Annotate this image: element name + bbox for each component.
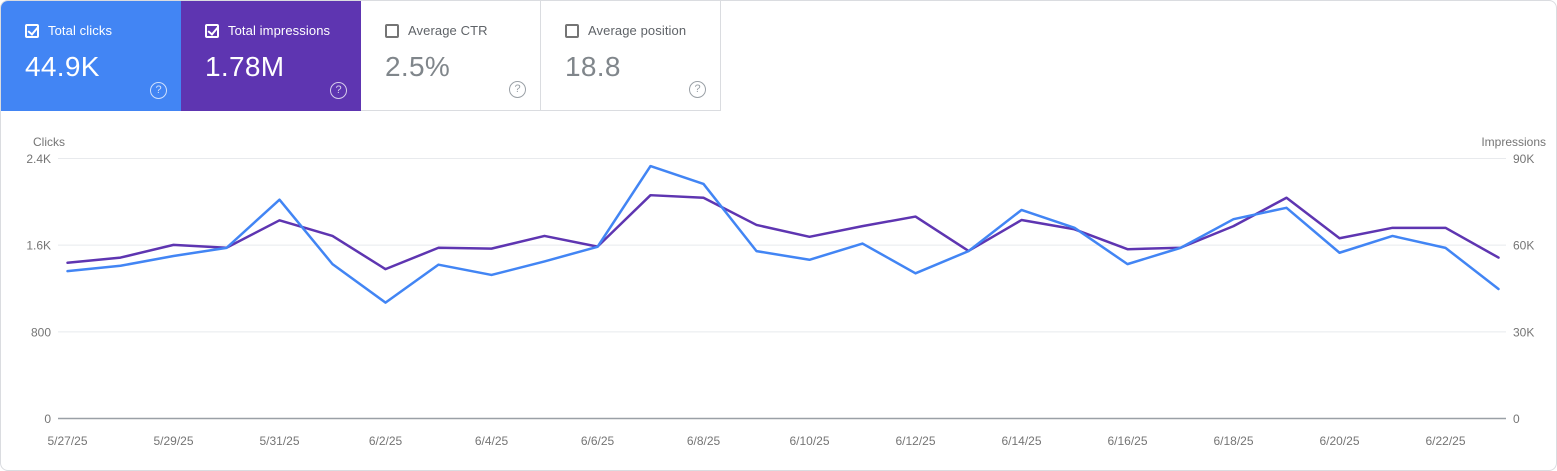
card-average-position-header: Average position bbox=[565, 23, 720, 38]
card-average-ctr[interactable]: Average CTR 2.5% ? bbox=[361, 1, 541, 111]
svg-text:6/16/25: 6/16/25 bbox=[1107, 434, 1147, 448]
average-ctr-checkbox[interactable] bbox=[385, 23, 399, 38]
svg-text:6/6/25: 6/6/25 bbox=[581, 434, 615, 448]
card-average-position[interactable]: Average position 18.8 ? bbox=[541, 1, 721, 111]
help-icon[interactable]: ? bbox=[689, 81, 706, 98]
svg-text:6/10/25: 6/10/25 bbox=[789, 434, 829, 448]
svg-text:60K: 60K bbox=[1513, 239, 1534, 253]
average-position-label: Average position bbox=[588, 23, 687, 38]
card-total-impressions[interactable]: Total impressions 1.78M ? bbox=[181, 1, 361, 111]
help-icon[interactable]: ? bbox=[330, 82, 347, 99]
card-average-ctr-header: Average CTR bbox=[385, 23, 540, 38]
svg-text:6/2/25: 6/2/25 bbox=[369, 434, 403, 448]
svg-text:5/27/25: 5/27/25 bbox=[47, 434, 87, 448]
svg-text:6/8/25: 6/8/25 bbox=[687, 434, 721, 448]
average-position-checkbox[interactable] bbox=[565, 23, 579, 38]
svg-text:6/12/25: 6/12/25 bbox=[895, 434, 935, 448]
svg-text:1.6K: 1.6K bbox=[26, 239, 51, 253]
svg-text:800: 800 bbox=[31, 325, 51, 339]
total-clicks-label: Total clicks bbox=[48, 23, 113, 38]
total-impressions-label: Total impressions bbox=[228, 23, 331, 38]
total-impressions-checkbox[interactable] bbox=[205, 23, 219, 38]
card-total-clicks[interactable]: Total clicks 44.9K ? bbox=[1, 1, 181, 111]
help-icon[interactable]: ? bbox=[509, 81, 526, 98]
svg-text:5/29/25: 5/29/25 bbox=[153, 434, 193, 448]
svg-text:0: 0 bbox=[44, 412, 51, 426]
metric-cards-row: Total clicks 44.9K ? Total impressions 1… bbox=[1, 1, 1556, 111]
svg-text:Impressions: Impressions bbox=[1481, 135, 1546, 149]
svg-text:6/4/25: 6/4/25 bbox=[475, 434, 509, 448]
card-total-impressions-header: Total impressions bbox=[205, 23, 361, 38]
svg-text:90K: 90K bbox=[1513, 152, 1534, 166]
svg-text:6/20/25: 6/20/25 bbox=[1319, 434, 1359, 448]
total-clicks-checkbox[interactable] bbox=[25, 23, 39, 38]
clicks-impressions-line-chart: 2.4K 90K 1.6K 60K 800 30K 0 0 Clicks Impressions 5… bbox=[26, 135, 1546, 448]
total-clicks-value: 44.9K bbox=[25, 51, 100, 82]
total-impressions-value: 1.78M bbox=[205, 51, 285, 82]
help-icon[interactable]: ? bbox=[150, 82, 167, 99]
average-position-value: 18.8 bbox=[565, 51, 621, 82]
average-ctr-value: 2.5% bbox=[385, 51, 451, 82]
svg-text:6/22/25: 6/22/25 bbox=[1425, 434, 1465, 448]
svg-text:6/14/25: 6/14/25 bbox=[1001, 434, 1041, 448]
svg-text:6/18/25: 6/18/25 bbox=[1213, 434, 1253, 448]
svg-text:0: 0 bbox=[1513, 412, 1520, 426]
svg-text:5/31/25: 5/31/25 bbox=[259, 434, 299, 448]
average-ctr-label: Average CTR bbox=[408, 23, 488, 38]
performance-chart: 2.4K 90K 1.6K 60K 800 30K 0 0 Clicks Impressions 5… bbox=[1, 111, 1556, 470]
svg-text:2.4K: 2.4K bbox=[26, 152, 51, 166]
svg-text:Clicks: Clicks bbox=[33, 135, 65, 149]
svg-text:30K: 30K bbox=[1513, 325, 1534, 339]
card-total-clicks-header: Total clicks bbox=[25, 23, 181, 38]
